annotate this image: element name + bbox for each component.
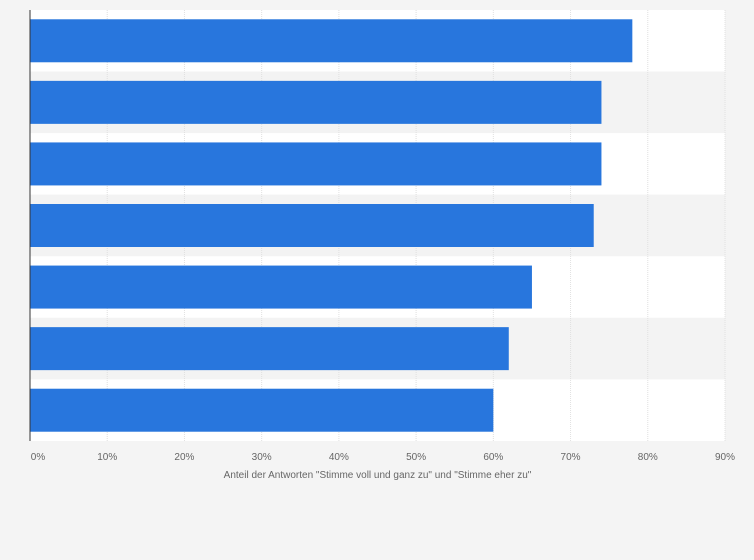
x-axis-title: Anteil der Antworten "Stimme voll und ga… (224, 470, 532, 481)
x-tick-label: 0% (31, 452, 46, 463)
x-tick-label: 90% (715, 452, 735, 463)
x-tick-label: 20% (174, 452, 194, 463)
bars (30, 19, 633, 432)
x-tick-label: 80% (638, 452, 658, 463)
bar (30, 265, 532, 309)
x-tick-label: 40% (329, 452, 349, 463)
bar (30, 327, 509, 371)
bar (30, 204, 594, 247)
x-tick-label: 50% (406, 452, 426, 463)
x-tick-label: 30% (252, 452, 272, 463)
bar (30, 19, 633, 63)
bar (30, 80, 602, 124)
bar (30, 142, 602, 186)
x-tick-label: 70% (561, 452, 581, 463)
x-axis-tick-labels: 0% 10% 20% 30% 40% 50% 60% 70% 80% 90% (31, 452, 735, 463)
x-tick-label: 60% (483, 452, 503, 463)
x-tick-label: 10% (97, 452, 117, 463)
bar (30, 388, 494, 432)
